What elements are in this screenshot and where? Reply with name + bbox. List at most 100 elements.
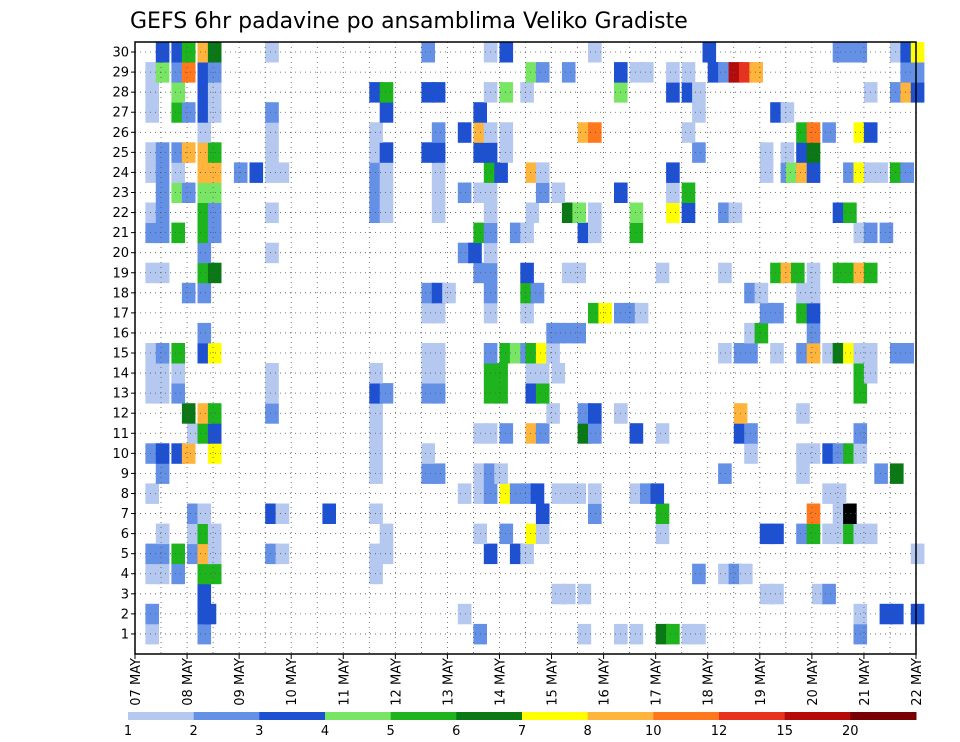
heatmap-cell: [629, 623, 644, 645]
heatmap-cell: [520, 282, 534, 304]
heatmap-cell: [535, 62, 550, 83]
heatmap-cell: [530, 483, 545, 504]
heatmap-cell: [910, 603, 925, 625]
heatmap-cell: [155, 182, 170, 203]
heatmap-cell: [890, 162, 904, 183]
heatmap-cell: [770, 262, 784, 284]
heatmap-cell: [770, 302, 784, 324]
heatmap-cell: [692, 563, 706, 585]
heatmap-cell: [265, 503, 279, 524]
heatmap-cell: [155, 162, 170, 183]
heatmap-cell: [155, 343, 170, 364]
heatmap-cell: [520, 82, 534, 103]
colorbar-label: 10: [645, 724, 662, 739]
heatmap-cell: [145, 483, 159, 504]
heatmap-cell: [525, 162, 540, 183]
heatmap-cell: [181, 62, 196, 83]
heatmap-cell: [145, 623, 159, 645]
heatmap-cell: [666, 82, 680, 103]
heatmap-cell: [796, 463, 810, 484]
heatmap-cell: [832, 42, 847, 63]
heatmap-cell: [457, 483, 472, 504]
y-tick-label: 22: [112, 206, 129, 221]
heatmap-cell: [145, 202, 159, 223]
heatmap-cell: [171, 563, 185, 585]
heatmap-cell: [499, 523, 514, 545]
heatmap-cell: [181, 142, 196, 163]
heatmap-cell: [145, 603, 159, 625]
heatmap-cell: [155, 42, 170, 63]
heatmap-cell: [494, 463, 508, 484]
heatmap-cell: [718, 343, 732, 364]
heatmap-cell: [379, 82, 394, 103]
heatmap-cell: [561, 262, 576, 284]
heatmap-cell: [171, 543, 185, 565]
heatmap-cell: [770, 343, 784, 364]
heatmap-cell: [197, 82, 212, 103]
heatmap-cell: [155, 62, 170, 83]
heatmap-cell: [187, 423, 201, 444]
heatmap-cell: [546, 343, 560, 364]
y-tick-label: 28: [112, 86, 129, 101]
heatmap-cell: [780, 102, 795, 123]
heatmap-cell: [535, 363, 550, 384]
x-tick-label: 12 MAY: [389, 658, 404, 706]
x-tick-label: 15 MAY: [546, 658, 561, 706]
heatmap-cell: [197, 343, 212, 364]
heatmap-cell: [692, 82, 706, 103]
heatmap-cell: [588, 222, 602, 244]
heatmap-cell: [421, 302, 435, 324]
heatmap-cell: [207, 523, 222, 545]
heatmap-cell: [207, 262, 222, 284]
colorbar-label: 7: [518, 724, 526, 739]
heatmap-cell: [551, 583, 566, 605]
heatmap-cell: [379, 142, 394, 163]
heatmap-cell: [509, 343, 524, 364]
heatmap-cell: [655, 423, 670, 444]
heatmap-cell: [806, 142, 821, 163]
heatmap-cell: [369, 503, 383, 524]
y-tick-label: 25: [112, 146, 129, 161]
heatmap-cell: [494, 162, 508, 183]
heatmap-cell: [890, 603, 904, 625]
colorbar-label: 4: [321, 724, 329, 739]
heatmap-cell: [811, 583, 826, 605]
heatmap-cell: [655, 503, 670, 524]
heatmap-cell: [629, 222, 644, 244]
y-tick-label: 9: [121, 467, 129, 482]
heatmap-cell: [509, 222, 524, 244]
heatmap-cells: [145, 42, 925, 645]
y-tick-label: 16: [112, 326, 129, 341]
heatmap-cell: [369, 82, 383, 103]
heatmap-cell: [843, 443, 857, 464]
x-tick-label: 13 MAY: [441, 658, 456, 706]
y-tick-label: 13: [112, 387, 129, 402]
colorbar-label: 1: [124, 724, 132, 739]
colorbar-label: 6: [452, 724, 460, 739]
heatmap-cell: [145, 142, 159, 163]
heatmap-cell: [806, 262, 821, 284]
heatmap-cell: [806, 162, 821, 183]
heatmap-cell: [379, 202, 394, 223]
heatmap-cell: [197, 182, 212, 203]
heatmap-cell: [431, 343, 446, 364]
heatmap-cell: [879, 603, 894, 625]
heatmap-cell: [171, 363, 185, 384]
heatmap-cell: [681, 122, 696, 143]
chart-title: GEFS 6hr padavine po ansamblima Veliko G…: [130, 9, 688, 34]
heatmap-cell: [535, 423, 550, 444]
heatmap-cell: [525, 343, 540, 364]
heatmap-cell: [265, 162, 279, 183]
heatmap-cell: [666, 182, 680, 203]
colorbar-label: 20: [842, 724, 859, 739]
heatmap-cell: [572, 262, 586, 284]
grid-lines: [134, 42, 917, 654]
heatmap-cell: [874, 162, 888, 183]
colorbar-swatch: [850, 712, 917, 720]
heatmap-cell: [499, 82, 514, 103]
y-tick-label: 24: [112, 166, 129, 181]
heatmap-cell: [421, 142, 435, 163]
heatmap-cell: [421, 343, 435, 364]
heatmap-cell: [577, 623, 592, 645]
